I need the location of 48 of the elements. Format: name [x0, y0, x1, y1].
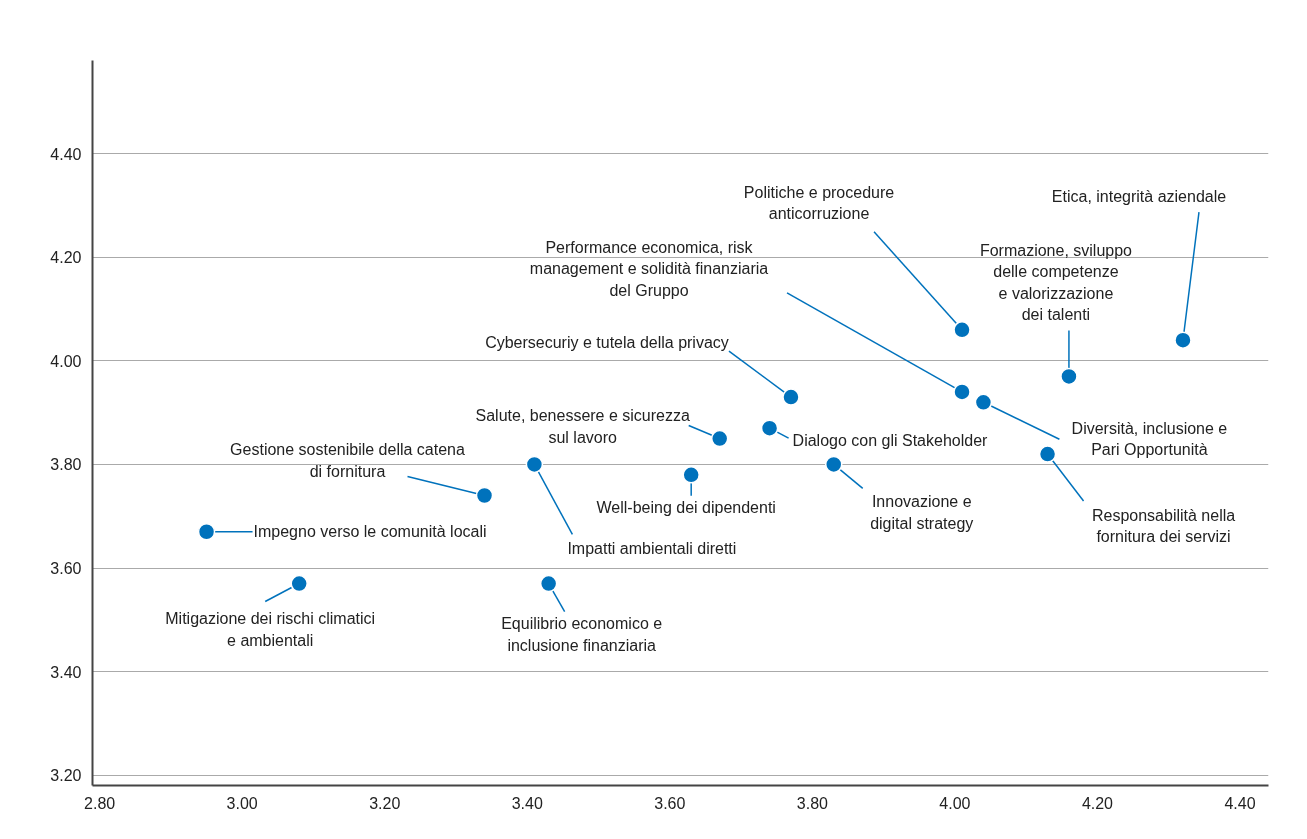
point	[290, 574, 308, 593]
point	[760, 419, 779, 437]
x-tick-label: 3.60	[654, 794, 686, 812]
x-tick-label: 3.20	[369, 794, 401, 812]
annotation: Equilibrio economico e inclusione finanziaria	[501, 615, 663, 654]
annotation: Politiche e procedure anticorruzione	[743, 183, 895, 222]
point	[475, 486, 494, 505]
point	[1174, 331, 1192, 349]
x-tick-label: 4.20	[1081, 794, 1114, 812]
y-tick-label: 3.40	[50, 663, 82, 681]
y-tick-label: 3.60	[50, 560, 82, 577]
point	[710, 429, 729, 448]
point	[539, 574, 558, 593]
y-tick-label: 4.40	[50, 145, 82, 163]
point	[197, 523, 216, 541]
point	[974, 393, 993, 412]
annotation: Responsabilità nella fornitura dei servizi	[1091, 506, 1236, 546]
point	[782, 388, 800, 406]
x-tick-label: 2.80	[84, 794, 116, 812]
point	[525, 455, 544, 474]
x-tick-label: 3.40	[511, 794, 543, 812]
annotation: Performance economica, risk management e solidità finanziaria del Gruppo	[529, 239, 769, 299]
point	[1038, 445, 1057, 463]
annotation: Mitigazione dei rischi climatici e ambientali	[165, 610, 376, 649]
y-tick-label: 3.80	[50, 456, 82, 474]
y-tick-label: 4.20	[50, 249, 82, 267]
x-tick-label: 3.80	[796, 794, 829, 812]
annotation: Impegno verso le comunità locali	[253, 523, 487, 541]
point	[1060, 367, 1078, 386]
annotation: Dialogo con gli Stakeholder	[792, 431, 989, 449]
point	[682, 466, 700, 484]
x-tick-label: 4.40	[1224, 794, 1256, 812]
annotation: Well-being dei dipendenti	[596, 499, 776, 517]
point	[824, 455, 843, 474]
annotation: Innovazione e digital strategy	[870, 493, 974, 532]
point	[953, 383, 971, 401]
point	[953, 321, 971, 339]
annotation: Cybersecuriy e tutela della privacy	[485, 333, 729, 351]
annotation: Formazione, sviluppo delle competenze e valorizzazione dei talenti	[979, 242, 1133, 323]
y-tick-label: 3.20	[50, 767, 82, 785]
x-tick-label: 3.00	[226, 794, 258, 812]
annotation: Etica, integrità aziendale	[1051, 187, 1227, 205]
annotation: Diversità, inclusione e Pari Opportunità	[1071, 420, 1228, 459]
x-tick-label: 4.00	[939, 794, 971, 812]
annotation: Salute, benessere e sicurezza sul lavoro	[475, 407, 690, 446]
annotation: Impatti ambientali diretti	[567, 539, 737, 557]
annotation: Gestione sostenibile della catena di fornitura	[230, 441, 466, 480]
y-tick-label: 4.00	[50, 352, 82, 370]
